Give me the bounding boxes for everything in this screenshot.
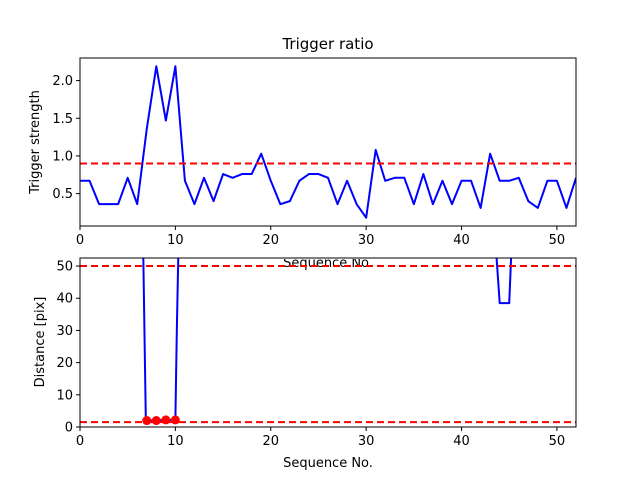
x-tick-label: 0 [76, 434, 84, 449]
x-tick-label: 40 [453, 434, 470, 449]
data-line [80, 65, 576, 219]
y-tick-label: 1.0 [52, 149, 73, 164]
data-line [495, 258, 513, 305]
axes-frame [79, 257, 577, 428]
x-tick-label: 50 [549, 434, 566, 449]
y-tick-label: 50 [56, 260, 73, 275]
y-axis-label: Trigger strength [28, 90, 43, 195]
distance-subplot: Sequence No. Distance [pix] 0 10 20 30 40 500… [33, 257, 577, 471]
x-axis-label: Sequence No. [283, 256, 373, 271]
trigger-ratio-subplot: Trigger ratio Sequence No. Trigger stren… [28, 35, 577, 271]
chart-title: Trigger ratio [281, 35, 373, 53]
data-point [170, 415, 180, 425]
x-axis-label: Sequence No. [283, 456, 373, 471]
y-tick-label: 0 [65, 421, 73, 436]
data-point [161, 415, 171, 425]
plot-area: 0 10 20 30 40 50 0.5 1.0 1.5 2.0 [52, 57, 577, 248]
y-tick-label: 30 [56, 324, 73, 339]
y-tick-label: 2.0 [52, 74, 73, 89]
data-point [142, 416, 152, 426]
x-tick-label: 50 [549, 233, 566, 248]
x-tick-label: 30 [358, 434, 375, 449]
y-tick-label: 0.5 [52, 187, 73, 202]
data-point [151, 416, 161, 426]
data-line [142, 258, 180, 422]
x-tick-label: 0 [76, 233, 84, 248]
y-axis-label: Distance [pix] [33, 297, 48, 388]
x-tick-label: 40 [453, 233, 470, 248]
x-tick-label: 20 [262, 233, 279, 248]
subplot-overlap-mask [60, 254, 580, 259]
y-tick-label: 20 [56, 356, 73, 371]
x-tick-label: 30 [358, 233, 375, 248]
y-tick-label: 1.5 [52, 112, 73, 127]
plot-area: 0 10 20 30 40 50 0 10 20 30 40 50 [56, 257, 577, 449]
x-tick-label: 20 [262, 434, 279, 449]
x-tick-label: 10 [167, 434, 184, 449]
y-tick-label: 10 [56, 388, 73, 403]
y-tick-label: 40 [56, 292, 73, 307]
x-tick-label: 10 [167, 233, 184, 248]
series-layer [80, 65, 576, 219]
axes-frame [79, 57, 577, 227]
